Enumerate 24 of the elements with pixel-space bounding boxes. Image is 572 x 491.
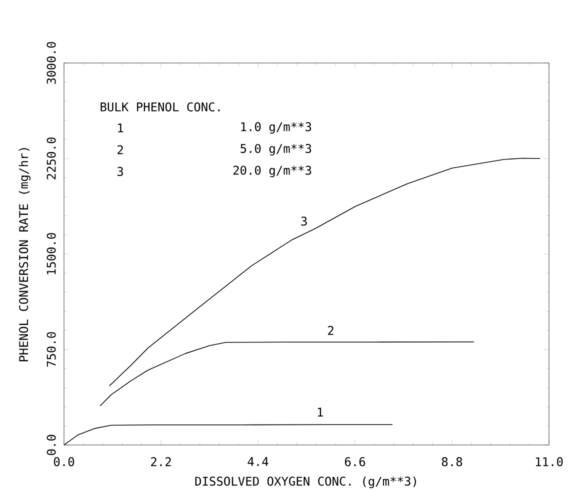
x-tick-label: 11.0 — [536, 457, 563, 466]
annotation: 1.0 g/m**3 — [241, 122, 312, 134]
x-tick-label: 0.0 — [54, 457, 74, 466]
line-series — [100, 341, 474, 406]
x-axis-title: DISSOLVED OXYGEN CONC. (g/m**3) — [195, 476, 416, 488]
annotation: 1 — [118, 124, 124, 132]
x-tick-label: 6.6 — [344, 457, 366, 466]
y-tick-label: 750.0 — [46, 332, 56, 367]
annotation: 5.0 g/m**3 — [240, 144, 312, 156]
x-tick-label: 4.4 — [248, 457, 268, 466]
annotation: 1 — [318, 408, 323, 417]
annotation: 3 — [301, 216, 307, 226]
annotation: 3 — [117, 166, 123, 176]
annotation: 2 — [118, 145, 123, 154]
annotation: 2 — [328, 326, 334, 335]
y-axis-title: PHENOL CONVERSION RATE (mg/hr) — [18, 148, 31, 362]
y-tick-label: 2250.0 — [46, 138, 56, 180]
annotation: 20.0 g/m**3 — [233, 166, 312, 178]
line-series — [109, 158, 541, 386]
y-tick-label: 3000.0 — [46, 42, 56, 84]
x-tick-label: 8.8 — [442, 457, 462, 466]
annotation: BULK PHENOL CONC. — [100, 102, 220, 112]
y-tick-label: 1500.0 — [46, 233, 56, 274]
x-tick-label: 2.2 — [151, 457, 171, 466]
